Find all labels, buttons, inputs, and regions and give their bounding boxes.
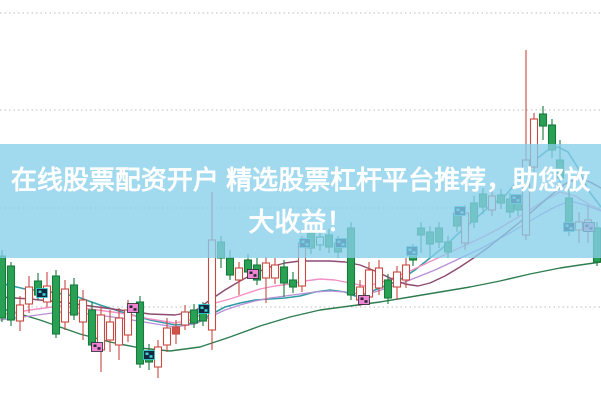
marker-glyph bbox=[129, 305, 133, 308]
candle-up bbox=[364, 269, 374, 298]
marker-glyph bbox=[253, 274, 257, 277]
marker-glyph bbox=[149, 355, 153, 358]
banner-title-line2: 大收益！ bbox=[248, 207, 353, 237]
candle-down bbox=[279, 266, 289, 284]
marker-glyph bbox=[42, 293, 46, 296]
candle-down bbox=[6, 265, 16, 321]
candle-up bbox=[270, 264, 280, 279]
marker-glyph bbox=[93, 344, 97, 347]
candle-down bbox=[69, 284, 79, 316]
marker-glyph bbox=[360, 297, 364, 300]
candle-up bbox=[15, 304, 25, 322]
sell-signal-marker bbox=[127, 303, 139, 313]
candle-down bbox=[135, 301, 145, 365]
buy-signal-marker bbox=[36, 288, 48, 298]
banner-title-line1: 在线股票配资开户 精选股票杠杆平台推荐，助您放 bbox=[10, 165, 591, 195]
candle-up bbox=[374, 267, 384, 289]
sell-signal-marker bbox=[358, 295, 370, 305]
candle-down bbox=[383, 279, 393, 299]
sell-signal-marker bbox=[247, 269, 259, 279]
sell-signal-marker bbox=[91, 342, 103, 352]
candle-up bbox=[162, 327, 172, 346]
candle-up bbox=[401, 264, 411, 281]
marker-glyph bbox=[97, 347, 101, 350]
marker-glyph bbox=[145, 352, 149, 355]
marker-glyph bbox=[249, 271, 253, 274]
candle-down bbox=[87, 309, 97, 346]
candle-down bbox=[51, 275, 61, 335]
candle-up bbox=[153, 346, 163, 368]
candle-up bbox=[114, 317, 124, 346]
marker-glyph bbox=[204, 309, 208, 312]
marker-glyph bbox=[364, 300, 368, 303]
candle-up bbox=[392, 271, 402, 288]
promo-banner: 在线股票配资开户 精选股票杠杆平台推荐，助您放 大收益！ bbox=[0, 144, 601, 258]
candle-up bbox=[123, 309, 133, 336]
buy-signal-marker bbox=[143, 350, 155, 360]
candle-down bbox=[0, 255, 7, 319]
candle-up bbox=[261, 262, 271, 279]
candle-up bbox=[180, 311, 190, 326]
candle-down bbox=[538, 113, 548, 127]
candle-up bbox=[60, 288, 70, 323]
candle-down bbox=[288, 279, 298, 288]
candle-up bbox=[234, 267, 244, 281]
marker-glyph bbox=[200, 306, 204, 309]
candle-up bbox=[24, 286, 34, 305]
candle-down bbox=[225, 257, 235, 276]
candle-up bbox=[171, 326, 181, 335]
candle-down bbox=[189, 309, 199, 324]
candle-up bbox=[78, 299, 88, 323]
buy-signal-marker bbox=[198, 304, 210, 314]
marker-glyph bbox=[38, 290, 42, 293]
candle-up bbox=[105, 321, 115, 341]
marker-glyph bbox=[133, 308, 137, 311]
